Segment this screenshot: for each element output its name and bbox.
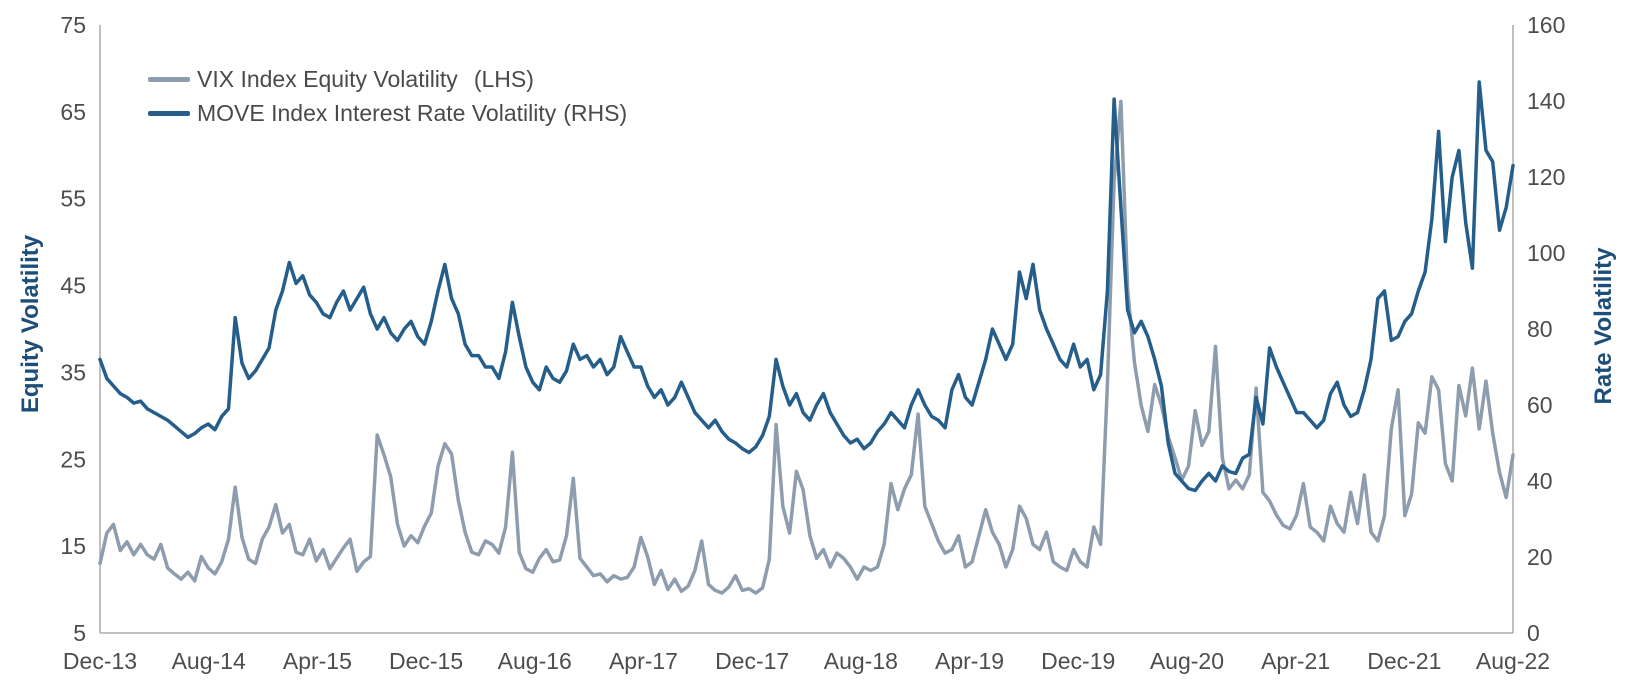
x-axis-tick-label: Aug-18 bbox=[824, 648, 898, 674]
x-axis-tick-label: Dec-21 bbox=[1367, 648, 1441, 674]
right-axis-tick-label: 120 bbox=[1527, 164, 1565, 190]
x-axis-tick-label: Aug-16 bbox=[498, 648, 572, 674]
right-axis-title: Rate Volatility bbox=[1590, 247, 1617, 405]
right-axis-tick-label: 100 bbox=[1527, 240, 1565, 266]
right-axis-tick-label: 80 bbox=[1527, 316, 1553, 342]
legend-label-move: MOVE Index Interest Rate Volatility bbox=[197, 100, 557, 126]
x-axis-tick-label: Aug-22 bbox=[1476, 648, 1550, 674]
left-axis-tick-label: 45 bbox=[60, 273, 86, 299]
x-axis-tick-label: Dec-15 bbox=[389, 648, 463, 674]
left-axis-tick-label: 15 bbox=[60, 533, 86, 559]
vix-series-line bbox=[98, 99, 1515, 595]
right-axis-tick-label: 20 bbox=[1527, 544, 1553, 570]
right-axis-tick-label: 60 bbox=[1527, 392, 1553, 418]
legend-suffix-move: (RHS) bbox=[563, 100, 628, 126]
left-axis-tick-label: 25 bbox=[60, 446, 86, 472]
left-axis-title: Equity Volatility bbox=[17, 234, 44, 414]
right-axis-tick-label: 160 bbox=[1527, 12, 1565, 38]
move-series-line bbox=[98, 80, 1515, 493]
x-axis-tick-label: Apr-15 bbox=[283, 648, 352, 674]
legend-suffix-vix: (LHS) bbox=[473, 66, 534, 92]
legend-label-vix: VIX Index Equity Volatility bbox=[197, 66, 458, 92]
x-axis-tick-label: Apr-21 bbox=[1261, 648, 1330, 674]
legend-item-vix: VIX Index Equity Volatility (LHS) bbox=[148, 64, 627, 95]
x-axis-tick-label: Aug-20 bbox=[1150, 648, 1224, 674]
x-axis-tick-label: Dec-17 bbox=[715, 648, 789, 674]
left-axis-tick-label: 75 bbox=[60, 12, 86, 38]
left-axis-tick-label: 55 bbox=[60, 186, 86, 212]
left-axis-tick-label: 65 bbox=[60, 99, 86, 125]
x-axis-tick-label: Apr-17 bbox=[609, 648, 678, 674]
left-axis-tick-label: 5 bbox=[73, 620, 86, 646]
right-axis-tick-label: 0 bbox=[1527, 620, 1540, 646]
move-line-swatch bbox=[148, 111, 190, 116]
x-axis-tick-label: Apr-19 bbox=[935, 648, 1004, 674]
legend-item-move: MOVE Index Interest Rate Volatility (RHS… bbox=[148, 98, 627, 129]
right-axis-tick-label: 140 bbox=[1527, 88, 1565, 114]
left-axis-tick-label: 35 bbox=[60, 359, 86, 385]
x-axis-tick-label: Aug-14 bbox=[172, 648, 246, 674]
x-axis-tick-label: Dec-19 bbox=[1041, 648, 1115, 674]
vix-line-swatch bbox=[148, 77, 190, 82]
legend: VIX Index Equity Volatility (LHS) MOVE I… bbox=[148, 64, 627, 129]
x-axis-tick-label: Dec-13 bbox=[63, 648, 137, 674]
right-axis-tick-label: 40 bbox=[1527, 468, 1553, 494]
